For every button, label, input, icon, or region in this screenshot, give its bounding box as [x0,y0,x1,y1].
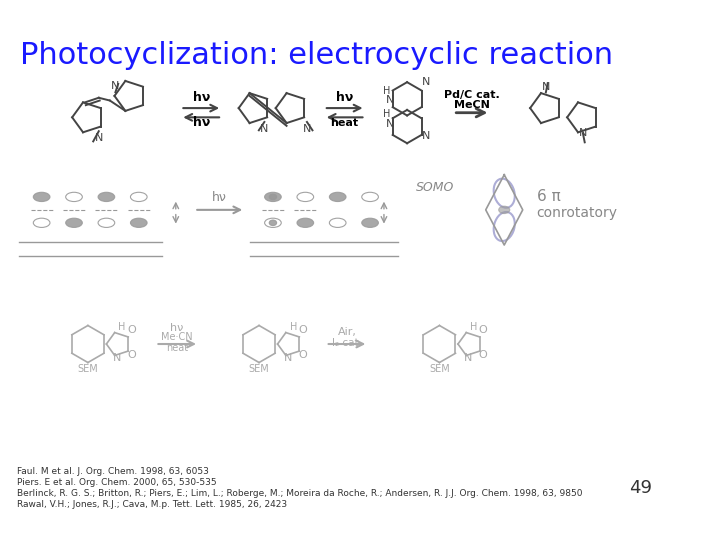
Text: N: N [386,96,395,105]
Text: Pd/C cat.: Pd/C cat. [444,90,500,100]
Text: hν: hν [336,91,354,104]
Text: N: N [421,77,430,87]
Ellipse shape [33,192,50,201]
Ellipse shape [361,192,379,201]
Text: H: H [383,86,390,96]
Text: MeCN: MeCN [454,100,490,110]
Text: O: O [127,350,136,360]
Text: H: H [470,322,477,332]
Text: hν: hν [212,191,227,204]
Ellipse shape [66,192,82,201]
Ellipse shape [269,220,276,226]
Text: N: N [421,131,430,140]
Text: Berlinck, R. G. S.; Britton, R.; Piers, E.; Lim, L.; Roberge, M.; Moreira da Roc: Berlinck, R. G. S.; Britton, R.; Piers, … [17,489,582,498]
Text: N: N [260,124,269,134]
Ellipse shape [297,218,314,227]
Text: SEM: SEM [248,364,269,374]
Text: Rawal, V.H.; Jones, R.J.; Cava, M.p. Tett. Lett. 1985, 26, 2423: Rawal, V.H.; Jones, R.J.; Cava, M.p. Tet… [17,501,287,509]
Text: Air,: Air, [338,327,356,337]
Text: 49: 49 [629,478,652,497]
Text: Me·CN: Me·CN [161,332,193,342]
Text: SOMO: SOMO [416,181,455,194]
Text: N: N [111,82,120,91]
Text: heat: heat [330,118,359,127]
Ellipse shape [130,218,147,227]
Text: Faul. M et al. J. Org. Chem. 1998, 63, 6053: Faul. M et al. J. Org. Chem. 1998, 63, 6… [17,467,209,476]
Text: N: N [541,82,550,92]
Text: hν: hν [171,323,184,333]
Text: O: O [298,350,307,360]
Text: O: O [298,325,307,335]
Text: hν: hν [192,91,210,104]
Text: O: O [479,325,487,335]
Text: Photocyclization: electrocyclic reaction: Photocyclization: electrocyclic reaction [20,40,613,70]
Text: SEM: SEM [429,364,450,374]
Ellipse shape [265,218,282,227]
Text: H: H [289,322,297,332]
Text: N: N [302,124,311,134]
Text: 6 π: 6 π [536,188,560,204]
Text: conrotatory: conrotatory [536,206,618,220]
Text: N: N [112,353,121,363]
Text: N: N [386,119,395,129]
Text: O: O [127,325,136,335]
Ellipse shape [297,192,314,201]
Ellipse shape [130,192,147,201]
Text: N: N [579,128,587,138]
Text: H: H [383,109,390,119]
Text: N: N [464,353,472,363]
Text: H: H [118,322,126,332]
Ellipse shape [33,218,50,227]
Text: SEM: SEM [78,364,98,374]
Text: Piers. E et al. Org. Chem. 2000, 65, 530-535: Piers. E et al. Org. Chem. 2000, 65, 530… [17,478,216,487]
Text: N: N [94,133,103,143]
Ellipse shape [499,206,510,213]
Ellipse shape [361,218,379,227]
Text: N: N [284,353,292,363]
Ellipse shape [98,192,114,201]
Ellipse shape [98,218,114,227]
Ellipse shape [265,192,282,201]
Ellipse shape [329,192,346,201]
Text: O: O [479,350,487,360]
Ellipse shape [66,218,82,227]
Text: I₂ cat.: I₂ cat. [332,338,362,348]
Ellipse shape [269,194,276,200]
Text: hν: hν [192,116,210,129]
Text: heat: heat [166,343,188,353]
Ellipse shape [329,218,346,227]
